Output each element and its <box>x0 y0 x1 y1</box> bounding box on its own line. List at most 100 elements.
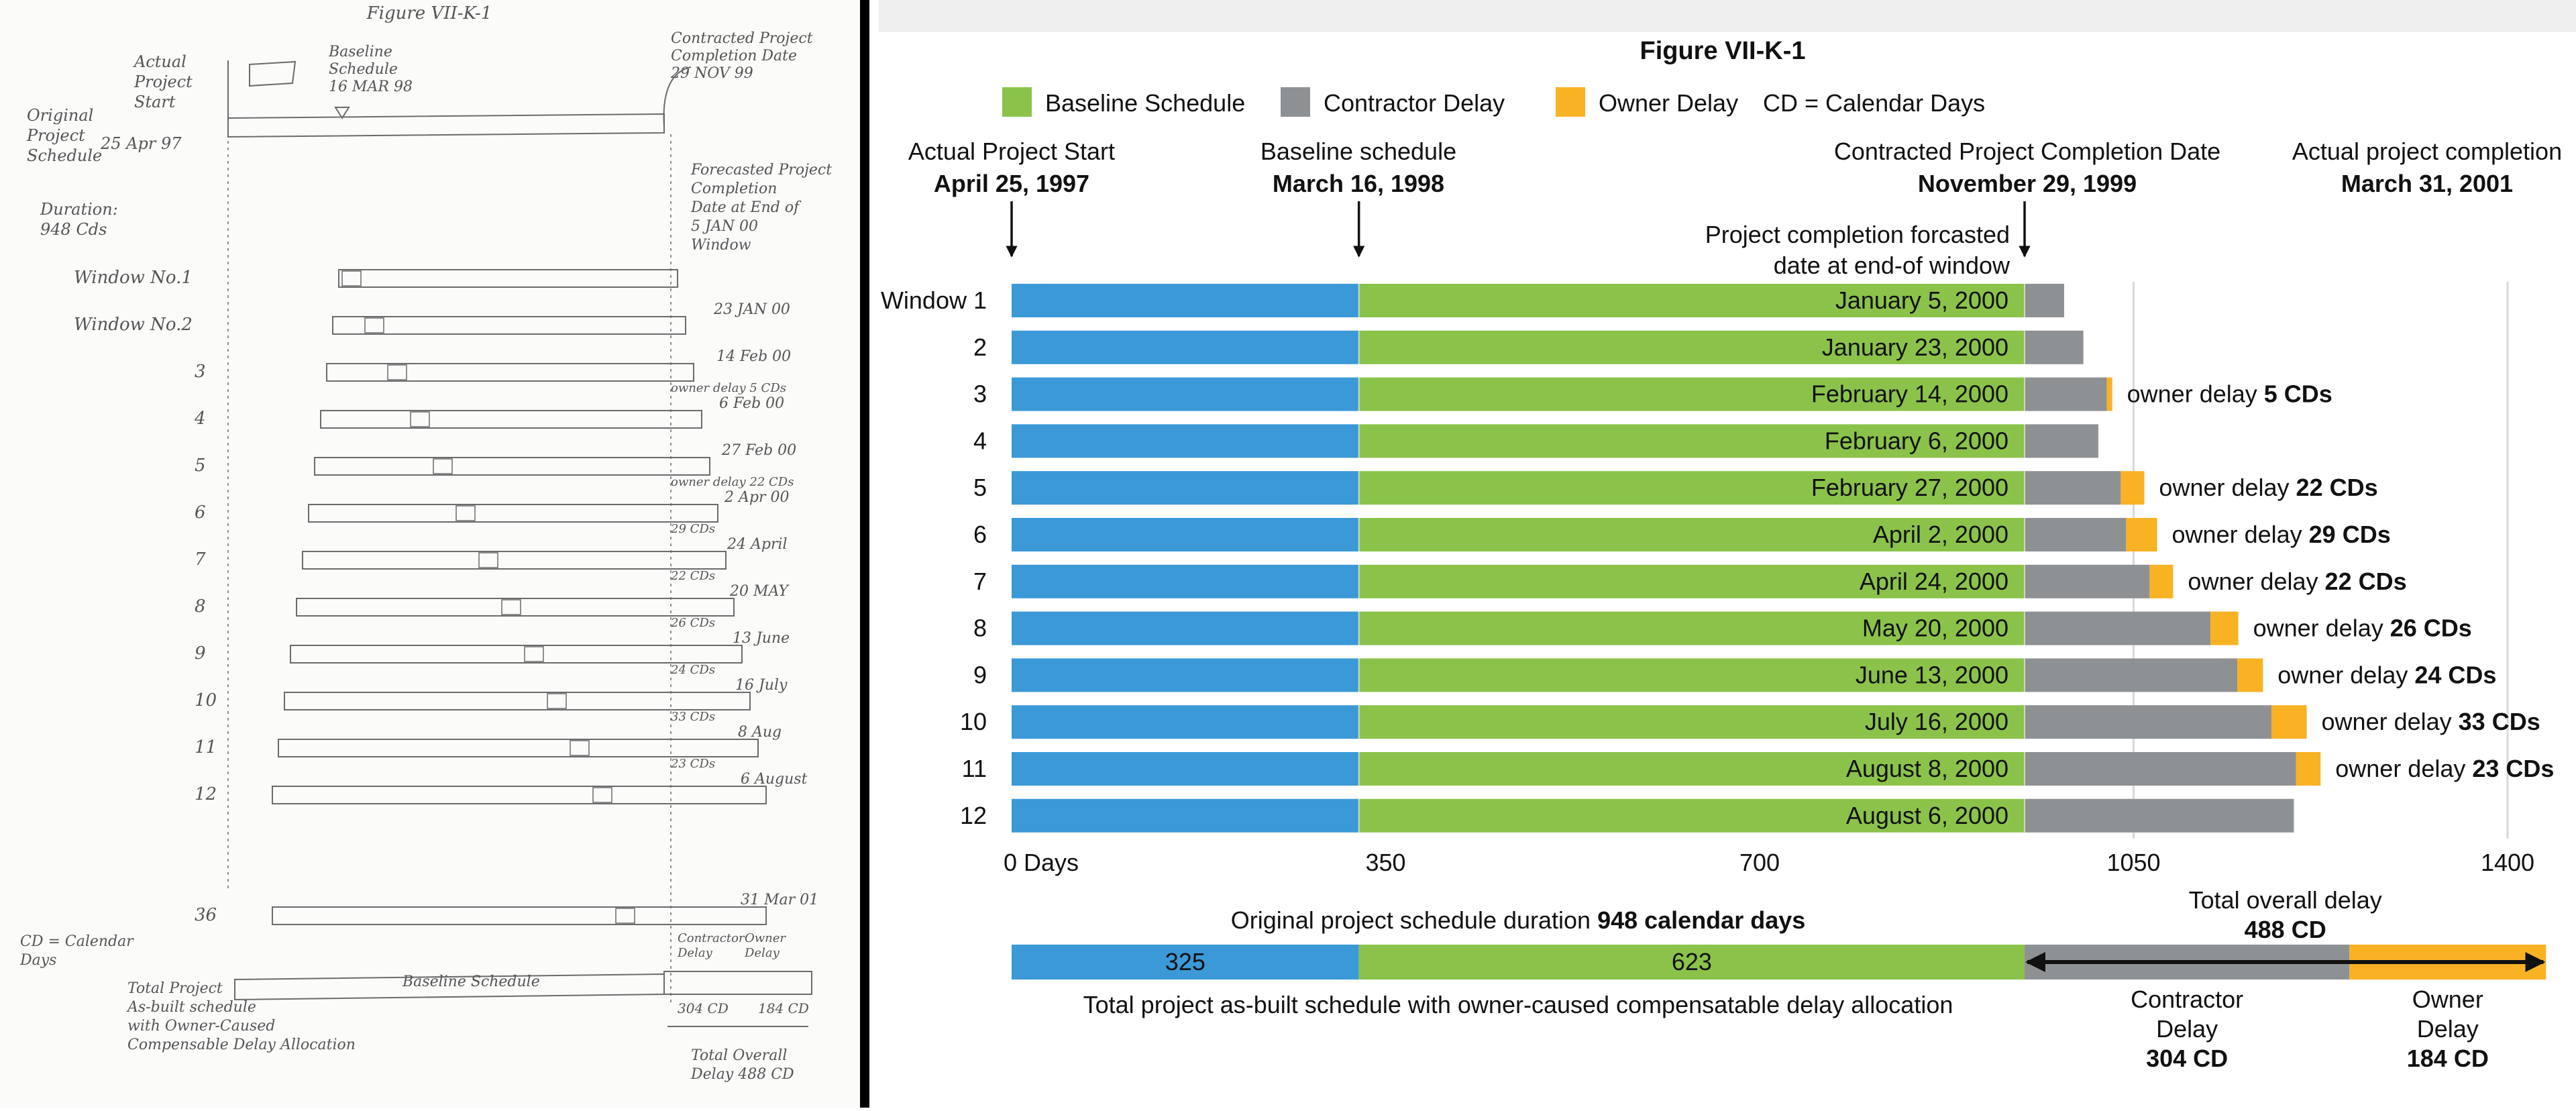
sketch-forecast-5: Window <box>691 237 751 254</box>
row-label-12: 12 <box>960 802 987 829</box>
sketch-row-cds-5: owner delay 22 CDs <box>671 475 794 489</box>
bar-actual-12 <box>1012 798 1359 833</box>
bar-contractor-7 <box>2025 564 2150 598</box>
owner-delay-cd-9: 24 CDs <box>2414 661 2496 688</box>
sketch-row-label-12: 12 <box>195 784 217 804</box>
sketch-baseline-bar-label: Baseline Schedule <box>402 973 540 990</box>
bar-contractor-9 <box>2025 658 2238 692</box>
sketch-row-box-5 <box>433 458 453 474</box>
sketch-row-date-12: 6 August <box>741 771 808 788</box>
sketch-row-bar-7 <box>302 551 727 570</box>
bar-actual-8 <box>1012 611 1359 645</box>
sketch-row-bar-9 <box>290 645 743 664</box>
owner-delay-cd-6: 29 CDs <box>2309 521 2391 548</box>
sketch-row-label-5: 5 <box>195 456 206 476</box>
sketch-row-cds-11: 23 CDs <box>670 757 715 771</box>
hand-sketch: Figure VII-K-1ActualProjectStartBaseline… <box>19 3 832 1083</box>
bar-contractor-5 <box>2025 471 2121 505</box>
sketch-row-box-1 <box>341 270 362 286</box>
sketch-start-date: 25 Apr 97 <box>100 134 182 153</box>
x-axis-unit: Days <box>1024 849 1079 876</box>
x-tick-1050: 1050 <box>2106 849 2160 876</box>
total-delay-value: 488 CD <box>2245 916 2326 943</box>
bar-owner-6 <box>2126 518 2157 551</box>
bar-owner-5 <box>2121 471 2145 505</box>
delay-chart: Figure VII-K-1 Baseline Schedule Contracto… <box>881 37 2562 1072</box>
sketch-row-date-9: 13 June <box>733 630 790 647</box>
legend-label-2: Contractor Delay <box>1324 89 1505 117</box>
owner-delay-label-10: owner delay 33 CDs <box>2322 708 2540 735</box>
sketch-original-2: Project <box>26 126 85 145</box>
bar-actual-7 <box>1012 564 1359 598</box>
milestone-date-4: March 31, 2001 <box>2341 170 2513 197</box>
sketch-original-1: Original <box>27 106 93 125</box>
sketch-row-label-6: 6 <box>195 502 206 523</box>
milestone-label-2: Baseline schedule <box>1260 138 1456 165</box>
duration-note: Original project schedule duration 948 c… <box>1231 906 1806 934</box>
legend-label-1: Baseline Schedule <box>1045 89 1245 117</box>
sketch-row-bar-2 <box>332 316 686 335</box>
sketch-row-date-6: 2 Apr 00 <box>724 489 789 506</box>
sketch-row-box-4 <box>410 411 430 427</box>
bar-actual-3 <box>1012 377 1359 411</box>
bar-date-6: April 2, 2000 <box>1873 521 2008 548</box>
sketch-curve <box>663 66 692 128</box>
bar-contractor-10 <box>2025 705 2271 739</box>
bar-actual-10 <box>1012 705 1359 739</box>
bar-actual-5 <box>1012 471 1359 505</box>
bar-baseline-5 <box>1358 471 2025 505</box>
owner-delay-label-9: owner delay 24 CDs <box>2277 661 2496 688</box>
owner-delay-label-8: owner delay 26 CDs <box>2253 615 2472 642</box>
total-delay-label: Total overall delay <box>2189 886 2382 914</box>
bar-date-9: June 13, 2000 <box>1856 661 2008 688</box>
bar-baseline-10 <box>1358 705 2025 739</box>
bar-actual-11 <box>1012 752 1359 786</box>
sketch-row-bar-11 <box>278 739 759 757</box>
forecast-note-line-2: date at end-of window <box>1774 252 2010 279</box>
sketch-delay-head-4: Delay <box>744 946 780 960</box>
sketch-row-bar-1 <box>338 269 678 288</box>
owner-delay-sum-label-1: Owner <box>2412 986 2483 1013</box>
sketch-row-label-3: 3 <box>195 362 206 382</box>
bar-date-10: July 16, 2000 <box>1865 708 2008 735</box>
bar-date-12: August 6, 2000 <box>1846 802 2008 829</box>
sketch-cd-note-2: Days <box>19 952 56 969</box>
sketch-row-box-7 <box>478 552 498 568</box>
bar-contractor-12 <box>2025 798 2294 833</box>
sketch-row-date-2: 23 JAN 00 <box>713 301 790 318</box>
sketch-row-bar-4 <box>320 410 702 429</box>
forecast-note-line-1: Project completion forcasted <box>1705 221 2010 248</box>
owner-delay-text-9: owner delay <box>2277 661 2414 688</box>
bar-actual-9 <box>1012 658 1359 692</box>
sketch-contracted-2: Completion Date <box>671 48 797 64</box>
sketch-delay-head-3: Owner <box>745 931 786 945</box>
sketch-row-cds-9: 24 CDs <box>670 663 715 677</box>
sketch-baseline-2: Schedule <box>329 61 398 78</box>
sketch-row-box-3 <box>387 364 407 380</box>
sketch-row-box-6 <box>455 505 476 521</box>
sketch-row-bar-3 <box>326 363 694 382</box>
x-tick-0: 0 <box>1004 849 1017 876</box>
sketch-total-delay-1: Total Overall <box>691 1047 787 1064</box>
bar-date-3: February 14, 2000 <box>1811 380 2008 408</box>
bar-contractor-11 <box>2025 752 2296 786</box>
panel-divider <box>860 0 869 1108</box>
sketch-row-bar-6 <box>308 504 718 523</box>
bar-contractor-1 <box>2025 284 2064 317</box>
owner-delay-label-11: owner delay 23 CDs <box>2335 755 2554 782</box>
bar-actual-2 <box>1012 330 1359 364</box>
bar-baseline-2 <box>1358 330 2025 364</box>
sketch-row-bar-12 <box>272 786 767 804</box>
bar-date-7: April 24, 2000 <box>1860 568 2008 595</box>
sketch-title: Figure VII-K-1 <box>366 3 492 23</box>
sketch-flag <box>249 60 297 87</box>
sketch-row-cds-7: 22 CDs <box>670 569 715 583</box>
sketch-row-box-11 <box>570 740 590 756</box>
sketch-triangle <box>334 107 350 119</box>
bar-actual-1 <box>1012 284 1359 317</box>
legend-swatch-3 <box>1556 87 1585 117</box>
sketch-total-label-1: Total Project <box>127 980 223 997</box>
bar-baseline-7 <box>1358 564 2025 598</box>
duration-value: 948 calendar days <box>1597 906 1805 934</box>
sketch-row-bar-13 <box>272 906 767 925</box>
